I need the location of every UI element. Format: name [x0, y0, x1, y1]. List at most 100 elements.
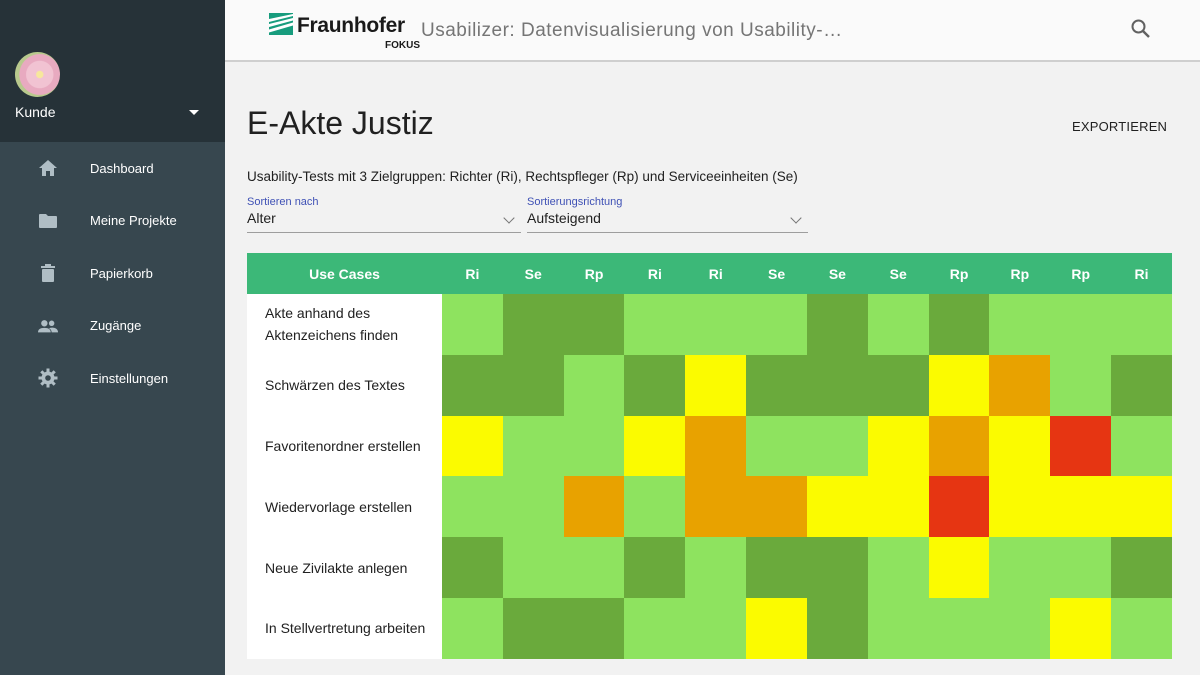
heatmap-cell[interactable] [624, 294, 686, 355]
heatmap-cell[interactable] [806, 415, 868, 477]
heatmap-cell[interactable] [1050, 597, 1112, 659]
heatmap-cell[interactable] [685, 415, 747, 477]
heatmap-cell[interactable] [806, 354, 868, 416]
sidebar-item-dashboard[interactable]: Dashboard [0, 142, 225, 195]
heatmap-cell[interactable] [867, 537, 929, 598]
avatar[interactable] [15, 52, 60, 97]
heatmap-cell[interactable] [563, 294, 625, 355]
heatmap-cell[interactable] [1111, 415, 1172, 477]
sidebar-item-label: Zugänge [90, 318, 142, 334]
heatmap-cell[interactable] [989, 537, 1051, 598]
sidebar-nav: Dashboard Meine Projekte Papierkorb Zugä… [0, 142, 225, 405]
heatmap-cell[interactable] [928, 415, 990, 477]
heatmap-cell[interactable] [867, 294, 929, 355]
heatmap-cell[interactable] [989, 597, 1051, 659]
heatmap-cell[interactable] [746, 476, 807, 538]
sidebar-item-trash[interactable]: Papierkorb [0, 247, 225, 300]
heatmap-cell[interactable] [1111, 294, 1172, 355]
heatmap-cell[interactable] [867, 476, 929, 538]
heatmap-cell[interactable] [624, 354, 686, 416]
heatmap-cell[interactable] [563, 415, 625, 477]
export-button[interactable]: EXPORTIEREN [1072, 119, 1168, 134]
heatmap-cell[interactable] [563, 537, 625, 598]
heatmap-cell[interactable] [442, 476, 503, 538]
heatmap-cell[interactable] [989, 294, 1051, 355]
heatmap-cell[interactable] [1111, 537, 1172, 598]
heatmap-cell[interactable] [563, 354, 625, 416]
heatmap-cell[interactable] [502, 476, 564, 538]
heatmap-cell[interactable] [624, 476, 686, 538]
heatmap-cell[interactable] [624, 415, 686, 477]
gear-icon [38, 368, 58, 388]
heatmap-cell[interactable] [502, 294, 564, 355]
heatmap-cell[interactable] [928, 476, 990, 538]
heatmap-cell[interactable] [1050, 294, 1112, 355]
heatmap-cell[interactable] [989, 415, 1051, 477]
heatmap-cell[interactable] [1111, 597, 1172, 659]
heatmap-cell[interactable] [746, 597, 807, 659]
heatmap-cell[interactable] [746, 354, 807, 416]
heatmap-cell[interactable] [928, 354, 990, 416]
sort-by-select[interactable]: Sortieren nach Alter [247, 196, 521, 233]
heatmap-cell[interactable] [806, 294, 868, 355]
user-menu-dropdown-icon[interactable] [189, 110, 199, 115]
heatmap-cell[interactable] [502, 354, 564, 416]
heatmap-cell[interactable] [685, 537, 747, 598]
heatmap-cell[interactable] [867, 354, 929, 416]
sidebar-item-projects[interactable]: Meine Projekte [0, 195, 225, 248]
heatmap-cell[interactable] [928, 537, 990, 598]
use-case-label: Neue Zivilakte anlegen [247, 537, 442, 598]
heatmap-cell[interactable] [806, 476, 868, 538]
heatmap-body: Akte anhand des Aktenzeichens finden Schw… [247, 294, 1172, 659]
heatmap-cell[interactable] [442, 354, 503, 416]
heatmap-cell[interactable] [685, 354, 747, 416]
heatmap-cell[interactable] [1050, 415, 1112, 477]
heatmap-cell[interactable] [442, 537, 503, 598]
heatmap-cell[interactable] [746, 415, 807, 477]
heatmap-cell[interactable] [442, 415, 503, 477]
heatmap-cell[interactable] [1050, 476, 1112, 538]
heatmap-cell[interactable] [624, 537, 686, 598]
heatmap-cell[interactable] [442, 597, 503, 659]
heatmap-cell[interactable] [685, 597, 747, 659]
heatmap-cell[interactable] [685, 294, 747, 355]
search-button[interactable] [1130, 18, 1152, 40]
heatmap-cell[interactable] [1111, 354, 1172, 416]
sidebar-item-access[interactable]: Zugänge [0, 300, 225, 353]
page-title: E-Akte Justiz [247, 105, 434, 141]
heatmap-cell[interactable] [867, 415, 929, 477]
heatmap-cell[interactable] [746, 294, 807, 355]
heatmap-cell[interactable] [989, 476, 1051, 538]
heatmap-cell[interactable] [685, 476, 747, 538]
heatmap-cell[interactable] [928, 597, 990, 659]
heatmap-cell[interactable] [442, 294, 503, 355]
column-header: Rp [1010, 265, 1030, 282]
heatmap-cell[interactable] [502, 415, 564, 477]
heatmap-cell[interactable] [624, 597, 686, 659]
heatmap-cell[interactable] [806, 537, 868, 598]
heatmap-cell[interactable] [563, 597, 625, 659]
fraunhofer-logo[interactable]: Fraunhofer FOKUS [269, 13, 420, 53]
heatmap-cell[interactable] [928, 294, 990, 355]
sidebar-item-settings[interactable]: Einstellungen [0, 352, 225, 405]
heatmap-cell[interactable] [1050, 537, 1112, 598]
heatmap-cell[interactable] [867, 597, 929, 659]
heatmap-cell[interactable] [563, 476, 625, 538]
heatmap-cell[interactable] [1050, 354, 1112, 416]
table-row: In Stellvertretung arbeiten [247, 597, 1172, 659]
logo-text: Fraunhofer [297, 14, 405, 37]
heatmap-cell[interactable] [1111, 476, 1172, 538]
user-panel: Kunde [0, 0, 225, 142]
column-header: Ri [647, 265, 662, 282]
heatmap-cell[interactable] [806, 597, 868, 659]
sort-direction-select[interactable]: Sortierungsrichtung Aufsteigend [527, 196, 808, 233]
heatmap-cell[interactable] [502, 597, 564, 659]
column-header: Rp [949, 265, 969, 282]
column-header: Ri [708, 265, 723, 282]
use-case-label: Favoritenordner erstellen [247, 415, 442, 477]
heatmap-cell[interactable] [989, 354, 1051, 416]
heatmap-cell[interactable] [502, 537, 564, 598]
heatmap-cell[interactable] [746, 537, 807, 598]
column-header: Se [524, 265, 542, 282]
use-cases-header: Use Cases [309, 265, 380, 282]
